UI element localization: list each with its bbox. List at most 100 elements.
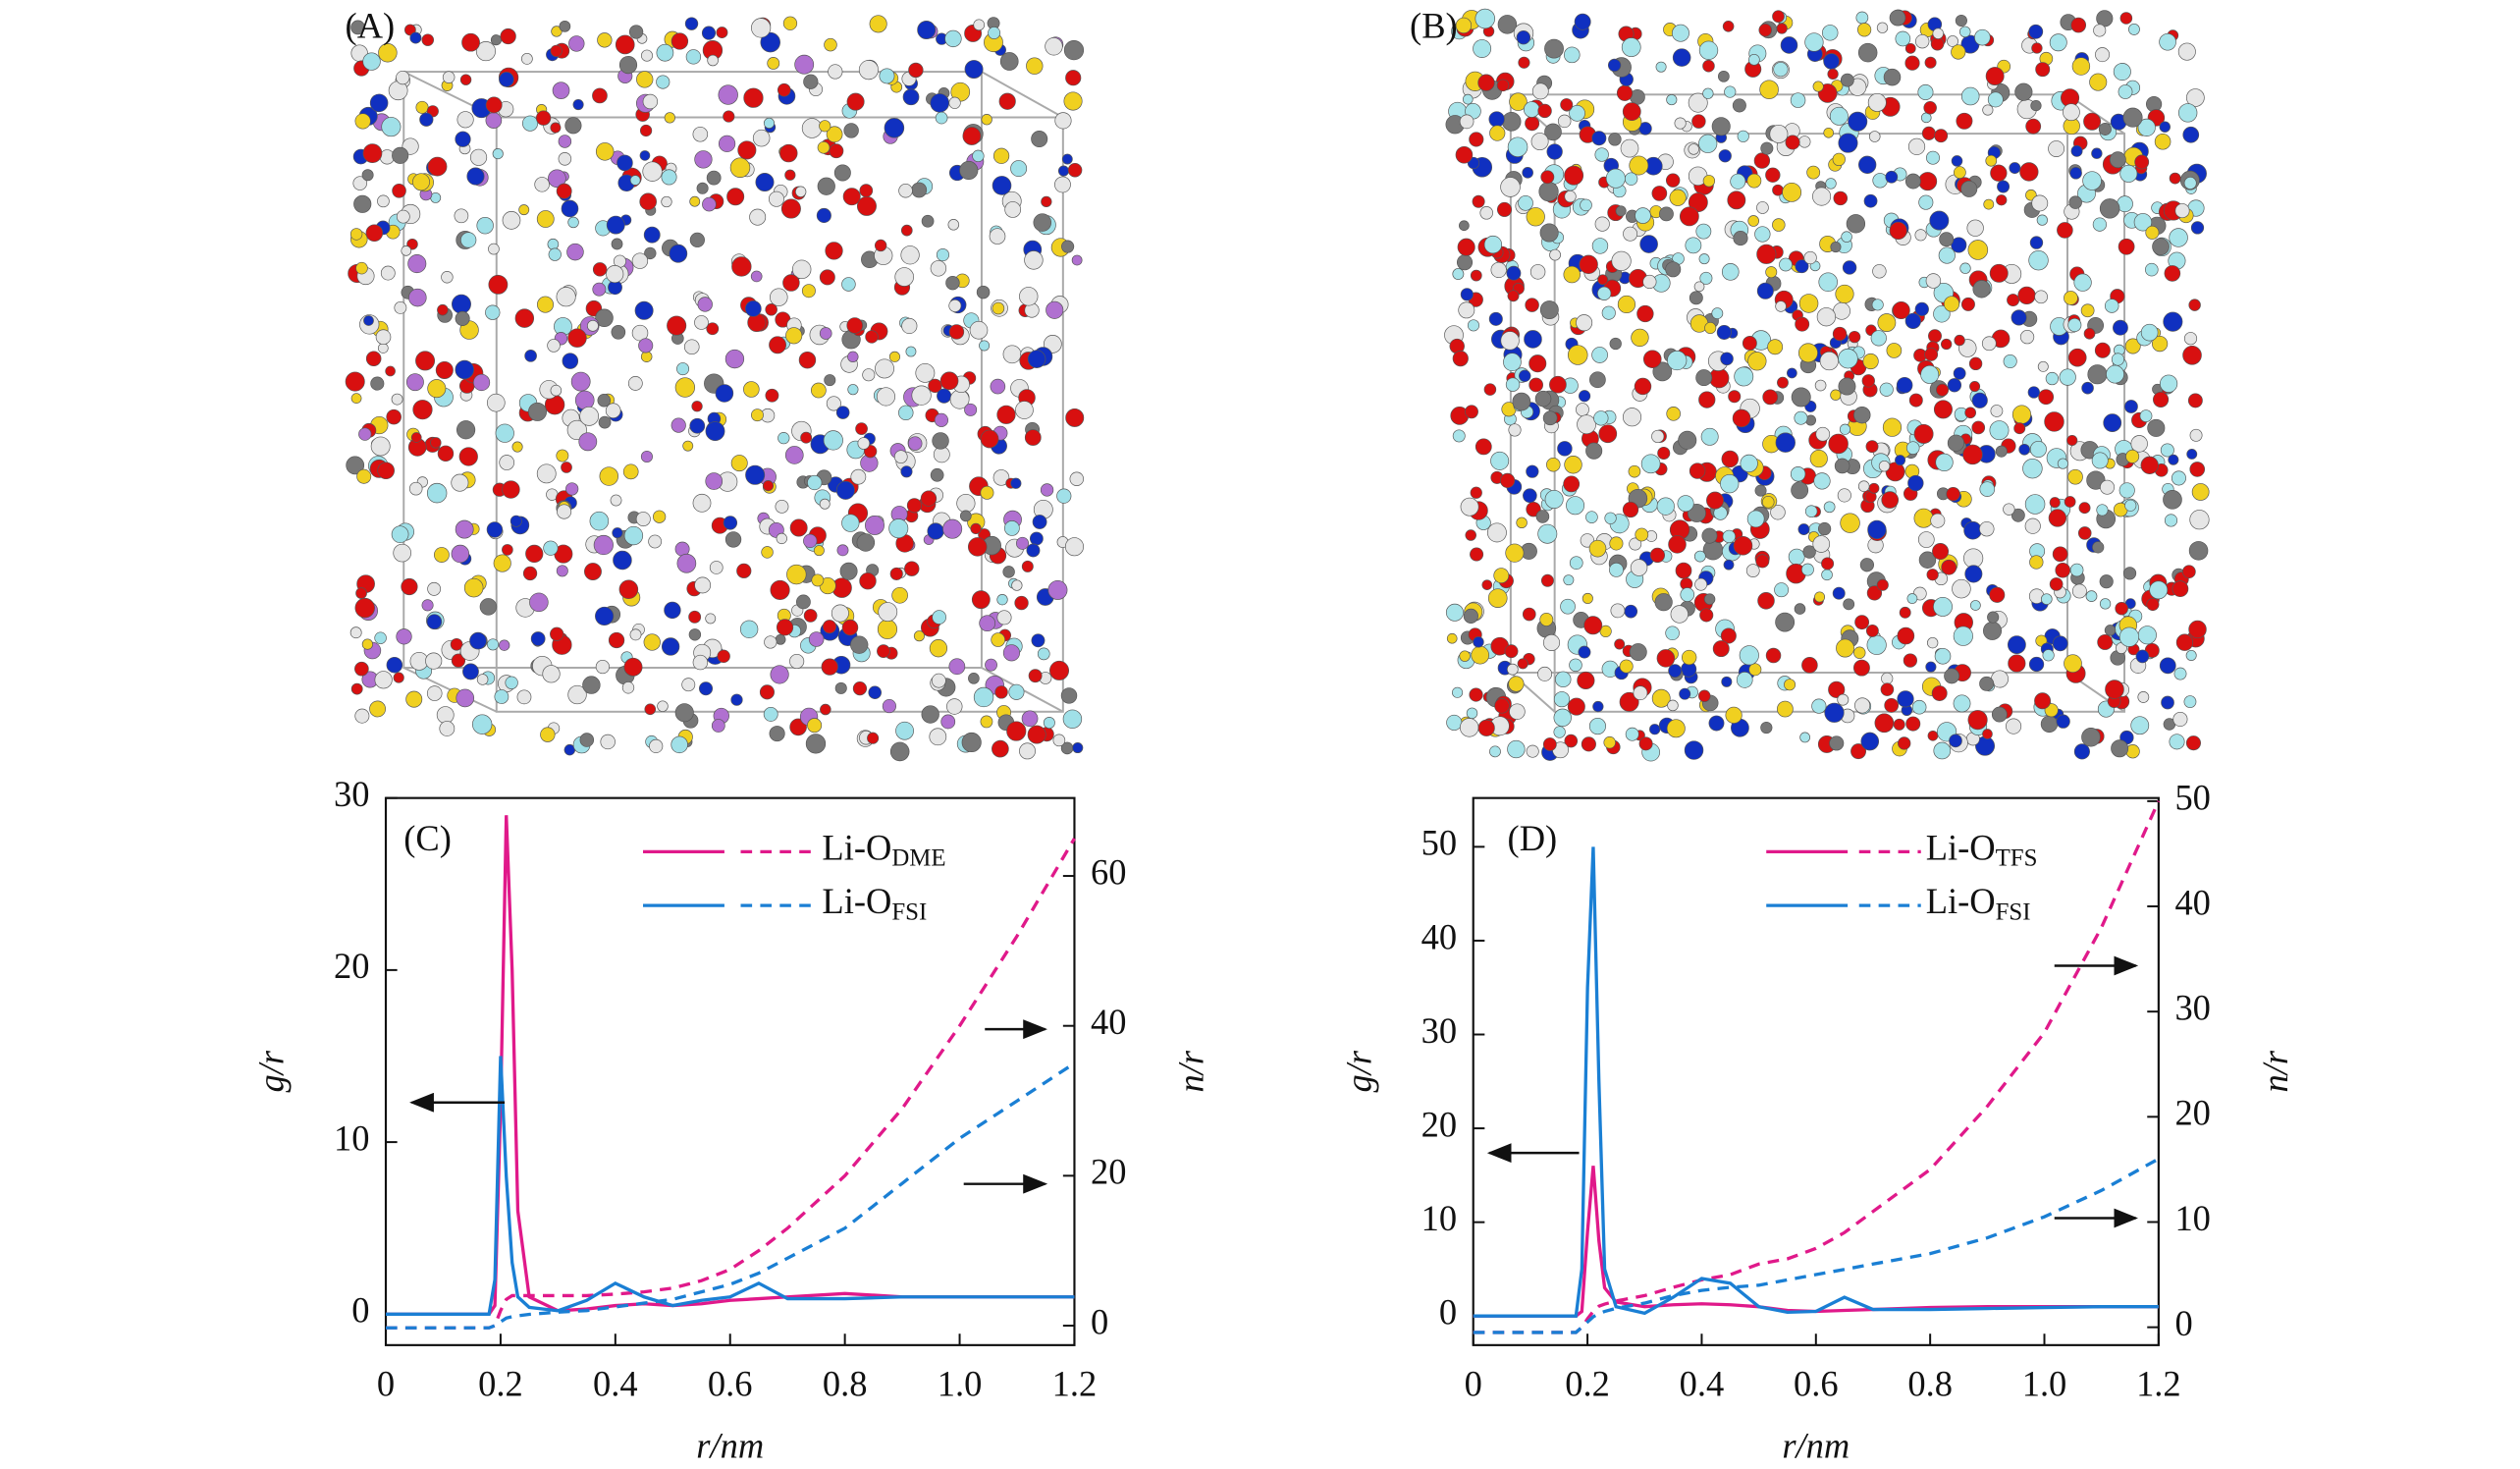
atom bbox=[385, 365, 396, 377]
atom bbox=[486, 393, 506, 412]
atom bbox=[514, 308, 535, 328]
atom bbox=[2186, 449, 2198, 460]
atom bbox=[656, 75, 670, 89]
atom bbox=[618, 579, 639, 600]
atom bbox=[1621, 37, 1641, 57]
atom bbox=[1040, 483, 1054, 497]
atom bbox=[664, 112, 675, 124]
atom bbox=[1812, 187, 1832, 206]
atom bbox=[2049, 33, 2067, 52]
atom bbox=[731, 256, 752, 277]
atom bbox=[1712, 640, 1730, 658]
atom bbox=[1913, 423, 1934, 444]
atom bbox=[516, 689, 532, 705]
atom bbox=[794, 186, 807, 197]
atom bbox=[964, 60, 984, 80]
atom bbox=[2008, 654, 2026, 673]
atom bbox=[1959, 262, 1971, 274]
atom bbox=[930, 260, 947, 277]
atom bbox=[1947, 378, 1962, 393]
atom bbox=[1848, 111, 1868, 132]
atom bbox=[656, 43, 674, 62]
atom bbox=[1057, 165, 1069, 177]
atom bbox=[1724, 85, 1737, 98]
atom bbox=[1941, 559, 1957, 575]
atom bbox=[1951, 237, 1967, 253]
atom bbox=[1060, 687, 1078, 704]
atom bbox=[1699, 271, 1713, 285]
atom bbox=[2083, 112, 2102, 131]
atom bbox=[1995, 445, 2008, 458]
atom bbox=[930, 93, 949, 113]
atom bbox=[1913, 508, 1934, 528]
atom bbox=[479, 598, 498, 616]
atom bbox=[1642, 274, 1657, 290]
y2-tick-label: 30 bbox=[2174, 988, 2210, 1028]
atom bbox=[1624, 604, 1638, 619]
atom bbox=[1947, 35, 1958, 47]
atom bbox=[593, 534, 614, 556]
atom bbox=[579, 406, 600, 426]
y2-tick-label: 0 bbox=[1091, 1301, 1108, 1341]
atom bbox=[469, 631, 487, 650]
atom bbox=[1619, 659, 1634, 674]
atom bbox=[562, 353, 579, 369]
atom bbox=[1611, 250, 1632, 271]
atom bbox=[898, 183, 913, 198]
atom bbox=[1531, 82, 1549, 100]
atom bbox=[641, 49, 653, 62]
atom bbox=[1642, 350, 1662, 368]
atom bbox=[667, 315, 687, 336]
atom bbox=[370, 376, 385, 391]
atom bbox=[1539, 300, 1559, 320]
atom bbox=[2189, 510, 2210, 530]
atom bbox=[1926, 637, 1939, 649]
atom bbox=[1470, 486, 1482, 499]
atom bbox=[1947, 434, 1965, 452]
atom bbox=[622, 463, 639, 480]
atom bbox=[1528, 377, 1543, 393]
atom bbox=[1460, 497, 1479, 517]
atom bbox=[623, 657, 643, 677]
atom bbox=[707, 54, 719, 67]
atom bbox=[426, 614, 443, 629]
atom bbox=[613, 550, 632, 571]
atom bbox=[1983, 198, 1995, 210]
atom bbox=[1983, 621, 2003, 640]
x-tick-label: 0.6 bbox=[1794, 1363, 1839, 1403]
atom bbox=[2067, 468, 2083, 485]
atom bbox=[911, 182, 928, 198]
atom bbox=[942, 518, 963, 539]
atom bbox=[558, 135, 572, 148]
atom bbox=[401, 245, 412, 256]
atom bbox=[1698, 391, 1716, 408]
atom bbox=[782, 16, 798, 30]
atom bbox=[939, 371, 959, 391]
x-tick-label: 1.0 bbox=[2022, 1363, 2067, 1403]
atom bbox=[1960, 86, 1980, 106]
atom bbox=[1830, 389, 1842, 401]
atom bbox=[1526, 207, 1545, 227]
atom bbox=[692, 493, 712, 513]
atom bbox=[724, 531, 742, 548]
atom bbox=[1588, 718, 1606, 735]
atom bbox=[948, 299, 962, 312]
atom bbox=[2145, 262, 2159, 277]
atom bbox=[1481, 579, 1493, 590]
atom bbox=[561, 199, 579, 218]
atom bbox=[2171, 580, 2189, 598]
y-tick-label: 10 bbox=[1421, 1198, 1457, 1238]
atom bbox=[1054, 176, 1071, 193]
atom bbox=[894, 267, 914, 287]
atom bbox=[570, 371, 591, 392]
atom bbox=[2078, 502, 2091, 515]
atom bbox=[718, 135, 736, 152]
atom bbox=[751, 408, 764, 422]
y2-tick-label: 10 bbox=[2174, 1198, 2210, 1238]
atom bbox=[1577, 671, 1595, 690]
atom bbox=[759, 684, 775, 700]
atom bbox=[876, 387, 896, 407]
atom bbox=[1801, 657, 1818, 674]
atom bbox=[973, 19, 986, 31]
